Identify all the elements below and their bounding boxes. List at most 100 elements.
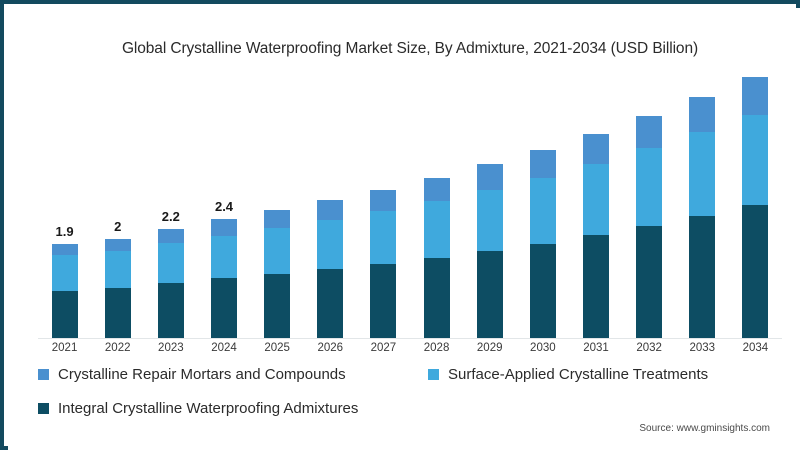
x-tick-2021: 2021 [51, 342, 78, 354]
x-tick-2024: 2024 [211, 342, 237, 354]
bar-group [317, 200, 344, 338]
segment-integral-admixtures [370, 263, 397, 338]
segment-surface-applied [104, 250, 131, 289]
segment-surface-applied [636, 148, 663, 226]
bar-2026[interactable] [317, 200, 344, 338]
segment-surface-applied [211, 235, 237, 279]
bar-group [476, 164, 503, 338]
segment-repair-mortars [423, 177, 450, 202]
bar-group [529, 150, 556, 338]
legend-swatch-integral-admixtures [38, 402, 49, 414]
bar-2034[interactable] [742, 77, 769, 338]
segment-repair-mortars [51, 243, 78, 256]
x-tick-2025: 2025 [264, 342, 290, 354]
x-tick-2029: 2029 [476, 342, 503, 354]
plot-area: 1.9 2 2.2 2.4 [38, 77, 782, 338]
segment-surface-applied [529, 177, 556, 244]
legend-label-surface-applied: Surface-Applied Crystalline Treatments [448, 365, 709, 383]
legend-row-1: Crystalline Repair Mortars and Compounds… [38, 362, 782, 396]
legend-label-repair-mortars: Crystalline Repair Mortars and Compounds [58, 365, 346, 383]
segment-repair-mortars [476, 164, 503, 190]
segment-surface-applied [264, 228, 291, 274]
segment-repair-mortars [742, 77, 769, 115]
bar-2028[interactable] [423, 177, 450, 338]
segment-repair-mortars [317, 200, 344, 220]
segment-repair-mortars [264, 210, 291, 229]
x-tick-2022: 2022 [104, 342, 131, 354]
segment-repair-mortars [529, 150, 556, 178]
x-axis-line [38, 338, 782, 339]
segment-surface-applied [689, 131, 716, 216]
bar-group [423, 177, 450, 338]
legend-row-2: Integral Crystalline Waterproofing Admix… [38, 396, 782, 430]
segment-integral-admixtures [636, 225, 663, 338]
bar-group: 2.4 [211, 199, 237, 338]
segment-surface-applied [51, 255, 78, 291]
bar-group: 1.9 [51, 224, 78, 338]
segment-repair-mortars [157, 228, 184, 244]
chart-title: Global Crystalline Waterproofing Market … [121, 40, 699, 57]
segment-repair-mortars [689, 96, 716, 132]
legend-swatch-repair-mortars [38, 368, 49, 380]
segment-integral-admixtures [317, 269, 344, 338]
segment-repair-mortars [636, 116, 663, 149]
bar-group [742, 77, 769, 338]
x-tick-2026: 2026 [317, 342, 344, 354]
bar-group: 2.2 [157, 209, 184, 338]
segment-surface-applied [583, 163, 609, 236]
segment-surface-applied [742, 114, 769, 206]
segment-surface-applied [370, 211, 397, 264]
segment-integral-admixtures [264, 274, 291, 338]
bar-2027[interactable] [370, 189, 397, 338]
bar-2024[interactable]: 2.4 [211, 199, 237, 338]
bar-2021[interactable]: 1.9 [51, 224, 78, 338]
bar-2033[interactable] [689, 96, 716, 338]
segment-integral-admixtures [742, 205, 769, 338]
x-tick-2030: 2030 [530, 342, 556, 354]
segment-repair-mortars [211, 218, 237, 236]
segment-integral-admixtures [529, 243, 556, 338]
segment-integral-admixtures [51, 290, 78, 338]
chart-inner-frame: Global Crystalline Waterproofing Market … [8, 8, 800, 450]
source-attribution: Source: www.gminsights.com [639, 423, 770, 434]
bar-2032[interactable] [636, 116, 663, 338]
bar-2025[interactable] [264, 210, 291, 338]
bar-2030[interactable] [529, 150, 556, 338]
bar-2022[interactable]: 2 [104, 219, 131, 338]
segment-surface-applied [317, 219, 344, 270]
legend-item-repair-mortars[interactable]: Crystalline Repair Mortars and Compounds [38, 362, 346, 386]
legend-swatch-surface-applied [428, 368, 439, 380]
segment-integral-admixtures [423, 257, 450, 338]
bar-group [583, 134, 609, 338]
bar-value-label: 1.9 [55, 223, 74, 239]
bar-2023[interactable]: 2.2 [157, 209, 184, 338]
segment-integral-admixtures [104, 288, 131, 338]
bar-value-label: 2.4 [214, 198, 234, 214]
legend-item-integral-admixtures[interactable]: Integral Crystalline Waterproofing Admix… [38, 396, 358, 420]
x-tick-2034: 2034 [742, 342, 769, 354]
segment-repair-mortars [104, 238, 131, 251]
segment-integral-admixtures [476, 250, 503, 338]
bar-group [636, 116, 663, 338]
bar-2029[interactable] [476, 164, 503, 338]
segment-repair-mortars [370, 189, 397, 211]
segment-repair-mortars [583, 134, 609, 164]
x-tick-2023: 2023 [158, 342, 184, 354]
chart-legend: Crystalline Repair Mortars and Compounds… [38, 362, 782, 430]
bar-group [689, 96, 716, 338]
bar-group [370, 189, 397, 338]
segment-surface-applied [157, 243, 184, 284]
bar-value-label: 2 [114, 218, 122, 234]
x-tick-2028: 2028 [423, 342, 450, 354]
bar-2031[interactable] [583, 134, 609, 338]
bar-value-label: 2.2 [161, 208, 180, 224]
segment-surface-applied [423, 201, 450, 258]
legend-label-integral-admixtures: Integral Crystalline Waterproofing Admix… [58, 399, 359, 417]
x-tick-2027: 2027 [370, 342, 397, 354]
segment-integral-admixtures [157, 283, 184, 338]
x-tick-2033: 2033 [689, 342, 716, 354]
x-tick-2032: 2032 [636, 342, 662, 354]
legend-item-surface-applied[interactable]: Surface-Applied Crystalline Treatments [428, 362, 708, 386]
bar-group: 2 [104, 219, 131, 338]
